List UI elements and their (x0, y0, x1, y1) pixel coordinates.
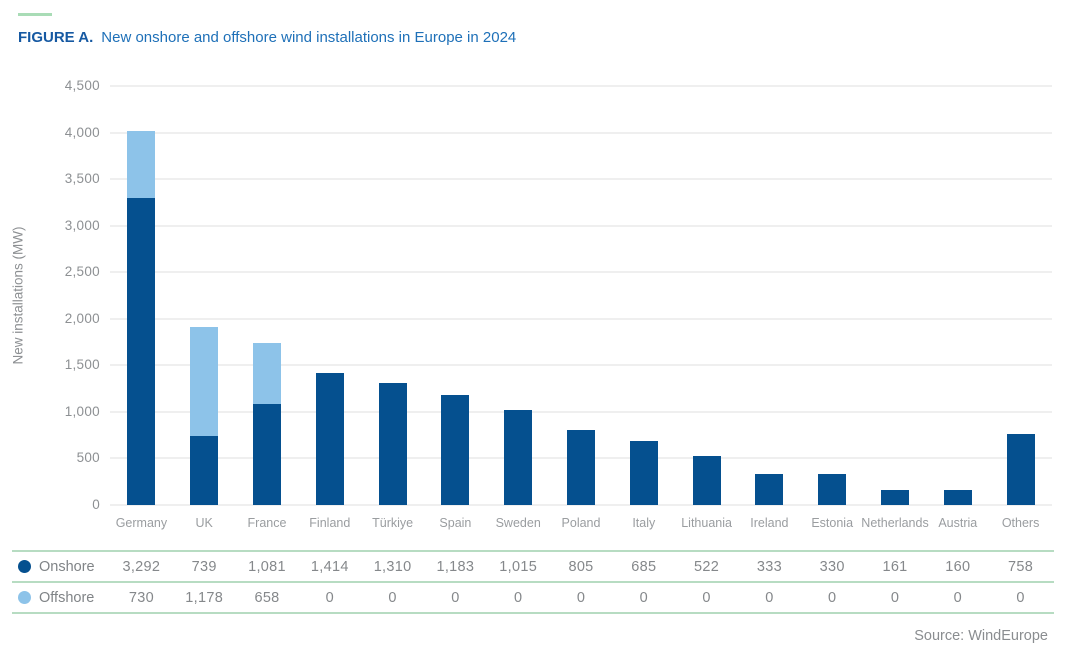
table-value-cell: 1,183 (436, 558, 475, 575)
legend-label-offshore: Offshore (39, 589, 95, 606)
legend-label-onshore: Onshore (39, 558, 95, 575)
accent-dash (18, 13, 52, 16)
gridline (110, 410, 1052, 413)
y-tick-label: 1,000 (64, 403, 100, 419)
table-value-cell: 0 (576, 589, 586, 606)
category-label-sweden: Sweden (495, 516, 541, 530)
table-value-cell: 658 (254, 589, 280, 606)
table-value-cell: 739 (191, 558, 217, 575)
table-value-cell: 333 (756, 558, 782, 575)
category-label-germany: Germany (115, 516, 168, 530)
category-label-netherlands: Netherlands (861, 516, 929, 530)
table-value-cell: 522 (694, 558, 720, 575)
gridline (110, 224, 1052, 227)
y-tick-label: 2,000 (64, 310, 100, 326)
bar-segment-onshore-sweden (504, 410, 533, 505)
gridline (110, 504, 1052, 506)
data-table: Onshore 3,292 739 1,081 1,414 1,310 1,183 1,015… (12, 550, 1054, 614)
category-label-finland: Finland (309, 516, 351, 530)
y-tick-label: 1,500 (64, 357, 100, 373)
bar-segment-onshore-estonia (818, 474, 847, 505)
bar-segment-onshore-uk (190, 436, 219, 505)
bar-segment-offshore-uk (190, 326, 219, 437)
table-value-cell: 758 (1008, 558, 1034, 575)
figure-title: FIGURE A. New onshore and offshore wind i… (18, 29, 516, 46)
gridline (110, 131, 1052, 134)
table-row-offshore: Offshore 730 1,178 658 0 0 0 0 0 0 0 0 0 0 0 0 (12, 581, 1054, 612)
table-value-cell: 1,015 (499, 558, 538, 575)
y-tick-label: 500 (76, 450, 100, 466)
category-label-poland: Poland (561, 516, 601, 530)
gridline (110, 317, 1052, 320)
gridline (110, 85, 1052, 87)
y-tick-label: 0 (92, 497, 100, 512)
category-label-estonia: Estonia (811, 516, 854, 530)
table-value-cell: 330 (819, 558, 845, 575)
gridline (110, 364, 1052, 367)
table-value-cell: 0 (325, 589, 334, 606)
category-label-lithuania: Lithuania (681, 516, 732, 530)
table-value-cell: 0 (702, 589, 711, 606)
offshore-legend-dot-icon (18, 591, 31, 604)
table-value-cell: 0 (388, 589, 397, 606)
table-value-cell: 0 (953, 589, 962, 606)
table-value-cell: 161 (882, 558, 908, 575)
category-label-austria: Austria (938, 516, 978, 530)
table-value-cell: 0 (1016, 589, 1025, 606)
table-value-cell: 0 (514, 589, 523, 606)
table-value-cell: 1,178 (185, 589, 224, 606)
gridline (110, 178, 1052, 181)
y-tick-label: 3,500 (64, 171, 100, 187)
y-tick-label: 3,000 (64, 217, 100, 233)
table-value-cell: 160 (945, 558, 971, 575)
bar-segment-onshore-germany (127, 198, 156, 505)
table-value-cell: 1,310 (373, 558, 412, 575)
table-value-cell: 1,414 (310, 558, 349, 575)
y-tick-label: 2,500 (64, 264, 100, 280)
table-value-cell: 3,292 (122, 558, 161, 575)
category-label-türkiye: Türkiye (372, 516, 414, 530)
gridline (110, 271, 1052, 274)
bar-segment-onshore-netherlands (881, 490, 909, 505)
onshore-legend-dot-icon (18, 560, 31, 573)
table-value-cell: 0 (451, 589, 460, 606)
bar-segment-onshore-türkiye (378, 383, 407, 505)
table-value-cell: 0 (828, 589, 837, 606)
table-value-cell: 805 (568, 558, 594, 575)
table-value-cell: 0 (765, 589, 774, 606)
table-value-cell: 685 (631, 558, 657, 575)
table-value-cell: 730 (128, 589, 154, 606)
table-value-cell: 0 (639, 589, 648, 606)
figure-title-text: New onshore and offshore wind installati… (101, 29, 517, 46)
y-axis-label: New installations (MW) (10, 226, 26, 365)
bar-segment-onshore-italy (629, 441, 658, 505)
source-caption: Source: WindEurope (914, 628, 1048, 644)
bar-segment-onshore-lithuania (692, 456, 721, 505)
bar-segment-offshore-germany (127, 130, 156, 199)
bar-segment-offshore-france (253, 343, 281, 405)
bar-segment-onshore-others (1006, 434, 1035, 505)
table-value-cell: 0 (890, 589, 900, 606)
bar-segment-onshore-poland (567, 430, 595, 505)
bar-segment-onshore-ireland (755, 473, 784, 505)
bar-segment-onshore-spain (441, 394, 470, 505)
stacked-bar-chart: New installations (MW) 0 500 1,000 1,500 2,0… (10, 78, 1052, 530)
category-label-ireland: Ireland (750, 516, 789, 530)
y-tick-label: 4,000 (64, 124, 100, 140)
bar-segment-onshore-austria (943, 490, 972, 505)
bar-segment-onshore-france (253, 404, 281, 505)
figure-label: FIGURE A. (18, 29, 94, 46)
category-label-italy: Italy (632, 516, 656, 530)
bar-segment-onshore-finland (315, 373, 344, 505)
table-row-onshore: Onshore 3,292 739 1,081 1,414 1,310 1,183 1,015… (12, 550, 1054, 581)
category-label-france: France (247, 516, 287, 530)
category-label-others: Others (1001, 516, 1040, 530)
y-tick-label: 4,500 (64, 78, 100, 93)
table-value-cell: 1,081 (248, 558, 286, 575)
category-label-uk: UK (195, 516, 213, 530)
category-label-spain: Spain (439, 516, 472, 530)
